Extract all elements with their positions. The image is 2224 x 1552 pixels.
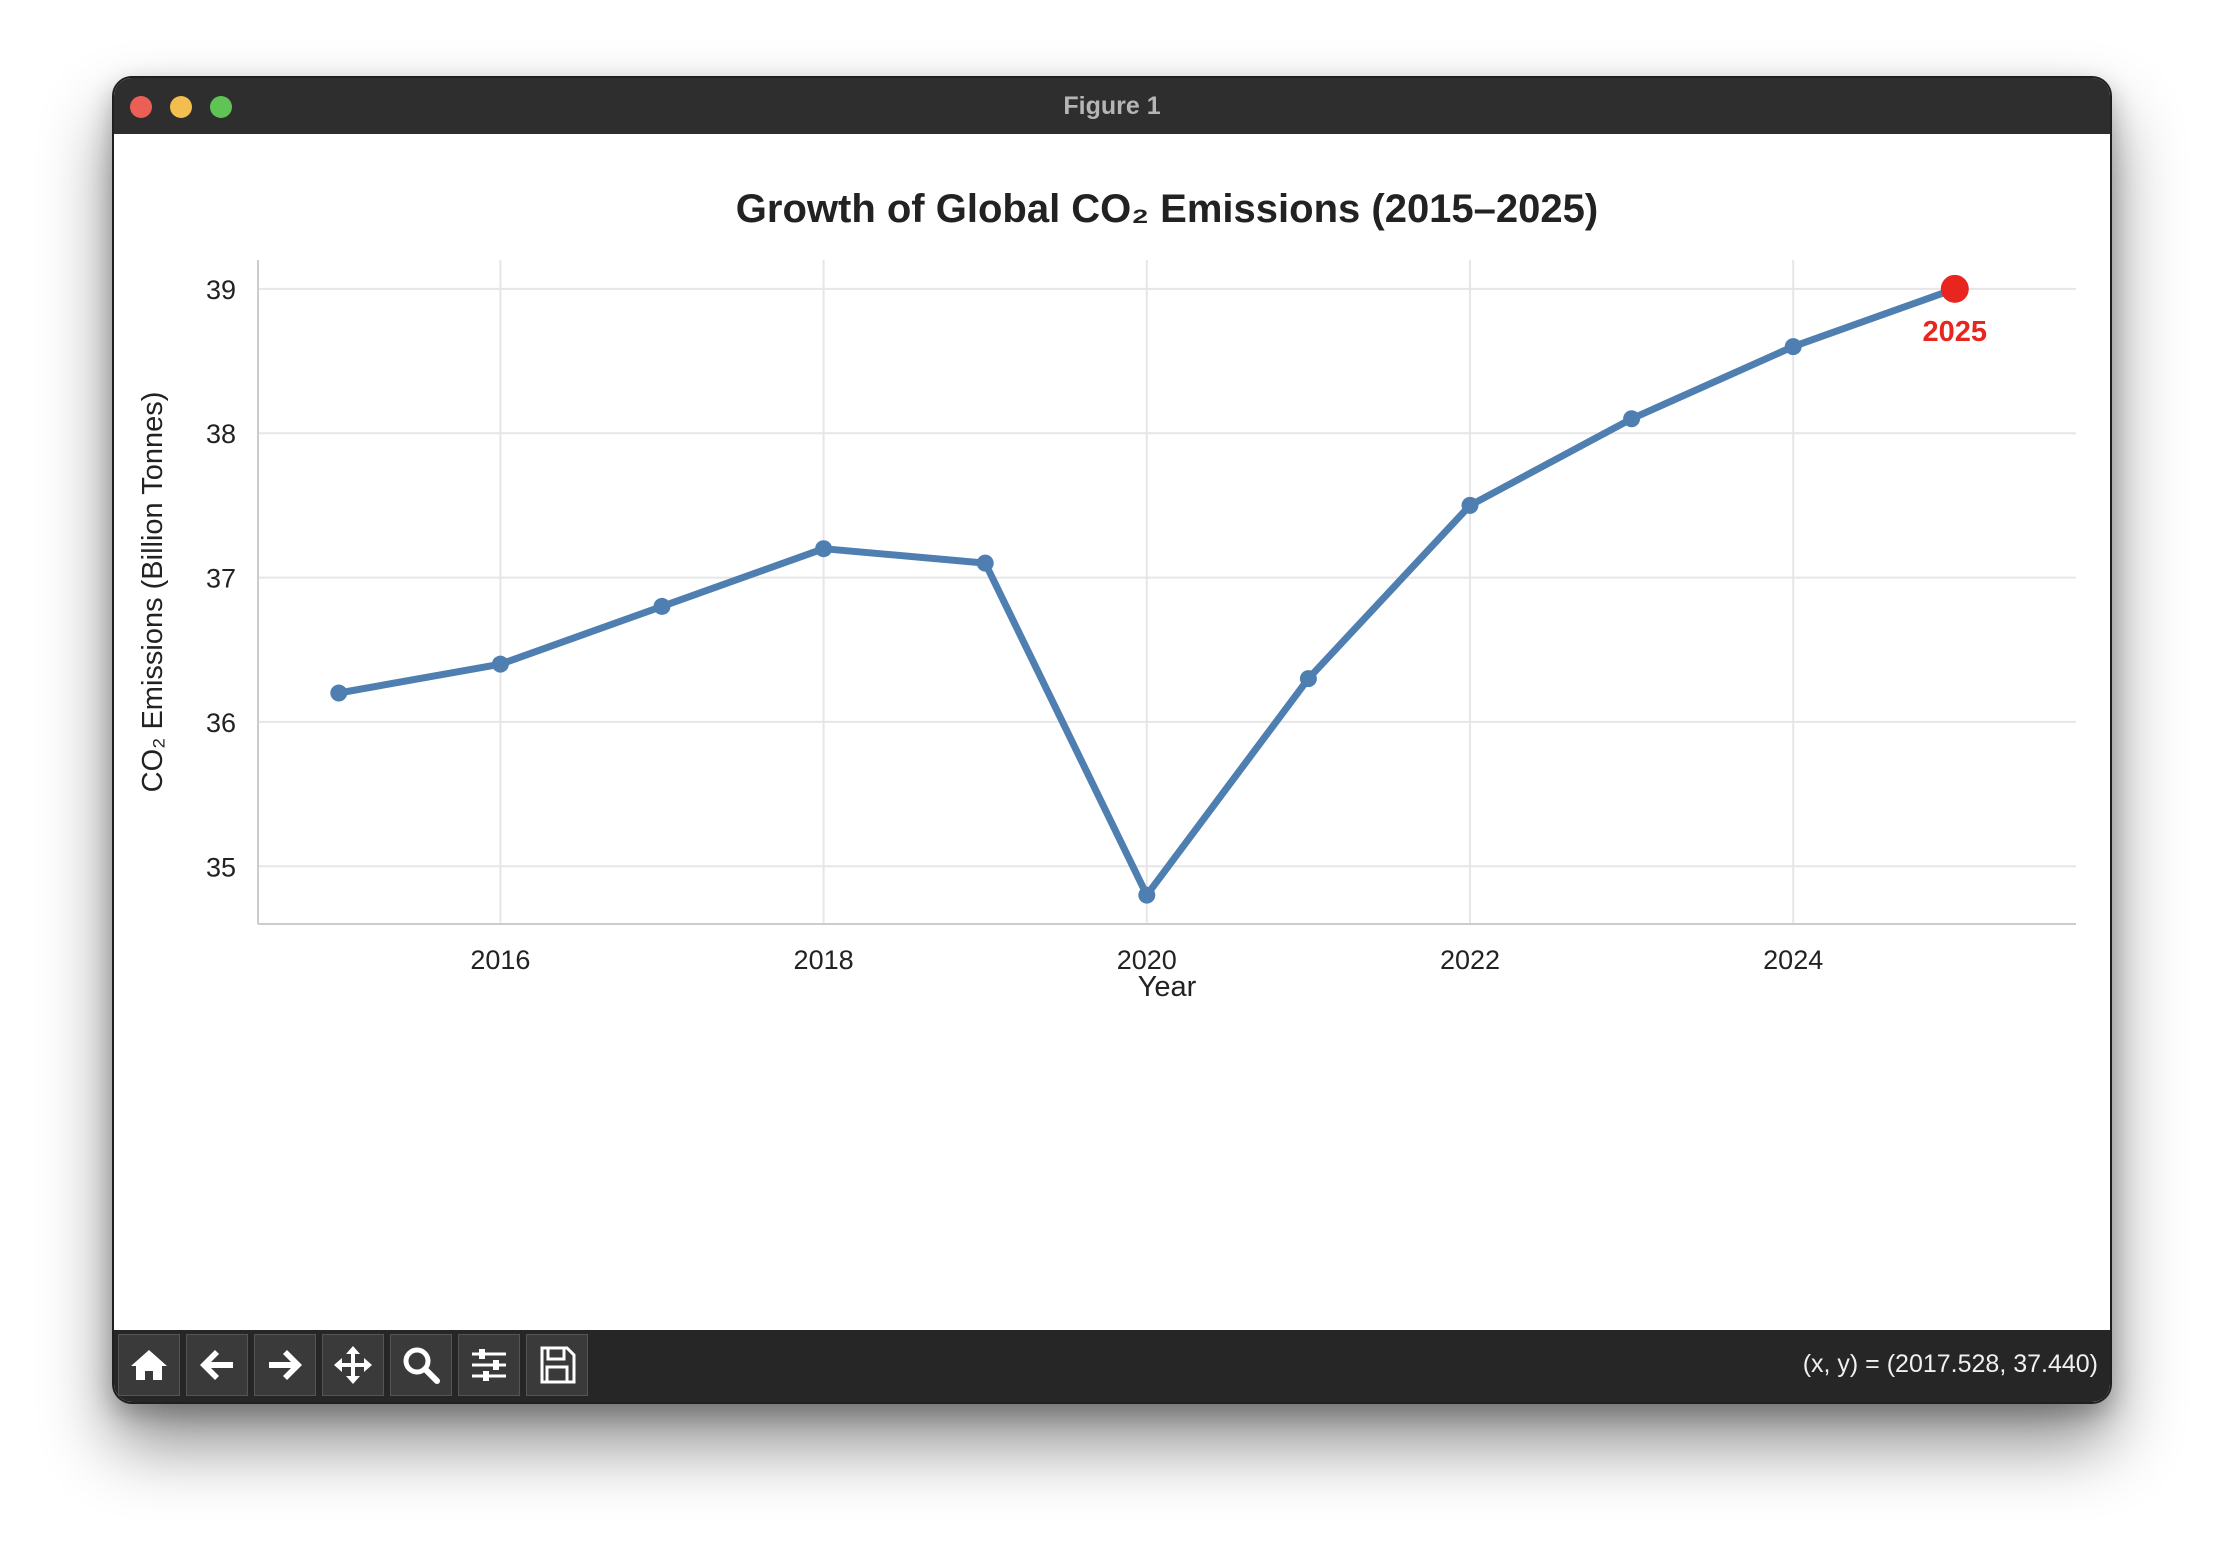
x-tick-label: 2024 (1763, 945, 1823, 975)
data-point (815, 540, 833, 558)
x-tick-label: 2022 (1440, 945, 1500, 975)
series: 2025 (330, 274, 1988, 904)
y-tick-label: 35 (206, 852, 236, 882)
cursor-coordinates: (x, y) = (2017.528, 37.440) (1802, 1350, 2098, 1378)
grid (258, 260, 2076, 924)
x-axis-label: Year (1138, 971, 1197, 1003)
data-point (653, 597, 671, 615)
y-axis-label: CO₂ Emissions (Billion Tonnes) (137, 392, 169, 793)
title-bar[interactable]: Figure 1 (114, 78, 2110, 134)
y-tick-label: 36 (206, 708, 236, 738)
forward-button[interactable] (254, 1334, 316, 1396)
data-point (1623, 410, 1641, 428)
pan-icon (334, 1346, 372, 1384)
figure-window: Figure 1 2016 2018 2020 2022 2024 35 36 37 38 39 … (112, 76, 2112, 1404)
data-point (330, 684, 348, 702)
zoom-icon (403, 1347, 440, 1384)
chart-title: Growth of Global CO₂ Emissions (2015–202… (736, 187, 1598, 231)
home-button[interactable] (118, 1334, 180, 1396)
zoom-button[interactable] (390, 1334, 452, 1396)
highlight-point (1940, 274, 1969, 303)
home-icon (131, 1350, 167, 1380)
y-tick-label: 37 (206, 564, 236, 594)
forward-arrow-icon (269, 1350, 302, 1380)
x-tick-label: 2020 (1117, 945, 1177, 975)
data-point (1299, 670, 1317, 688)
maximize-button[interactable] (210, 96, 232, 118)
axes (257, 260, 2076, 925)
back-button[interactable] (186, 1334, 248, 1396)
save-icon (540, 1346, 576, 1384)
data-point (491, 655, 509, 673)
pan-button[interactable] (322, 1334, 384, 1396)
data-point (976, 554, 994, 572)
y-tick-label: 39 (206, 275, 236, 305)
y-tick-label: 38 (206, 419, 236, 449)
minimize-button[interactable] (170, 96, 192, 118)
data-point (1784, 338, 1802, 356)
data-point (1138, 886, 1156, 904)
configure-subplots-icon (472, 1349, 506, 1381)
back-arrow-icon (200, 1350, 233, 1380)
x-tick-label: 2016 (470, 945, 530, 975)
configure-subplots-button[interactable] (458, 1334, 520, 1396)
data-point (1461, 496, 1479, 514)
save-button[interactable] (526, 1334, 588, 1396)
window-title: Figure 1 (1063, 91, 1161, 120)
highlight-label: 2025 (1923, 316, 1988, 348)
plot-area[interactable]: 2016 2018 2020 2022 2024 35 36 37 38 39 2025 Grow… (114, 134, 2110, 1332)
close-button[interactable] (130, 96, 152, 118)
line-chart: 2016 2018 2020 2022 2024 35 36 37 38 39 2025 Grow… (137, 187, 2076, 1003)
tick-labels: 2016 2018 2020 2022 2024 35 36 37 38 39 (206, 275, 1823, 975)
toolbar: (x, y) = (2017.528, 37.440) (114, 1330, 2110, 1402)
x-tick-label: 2018 (794, 945, 854, 975)
